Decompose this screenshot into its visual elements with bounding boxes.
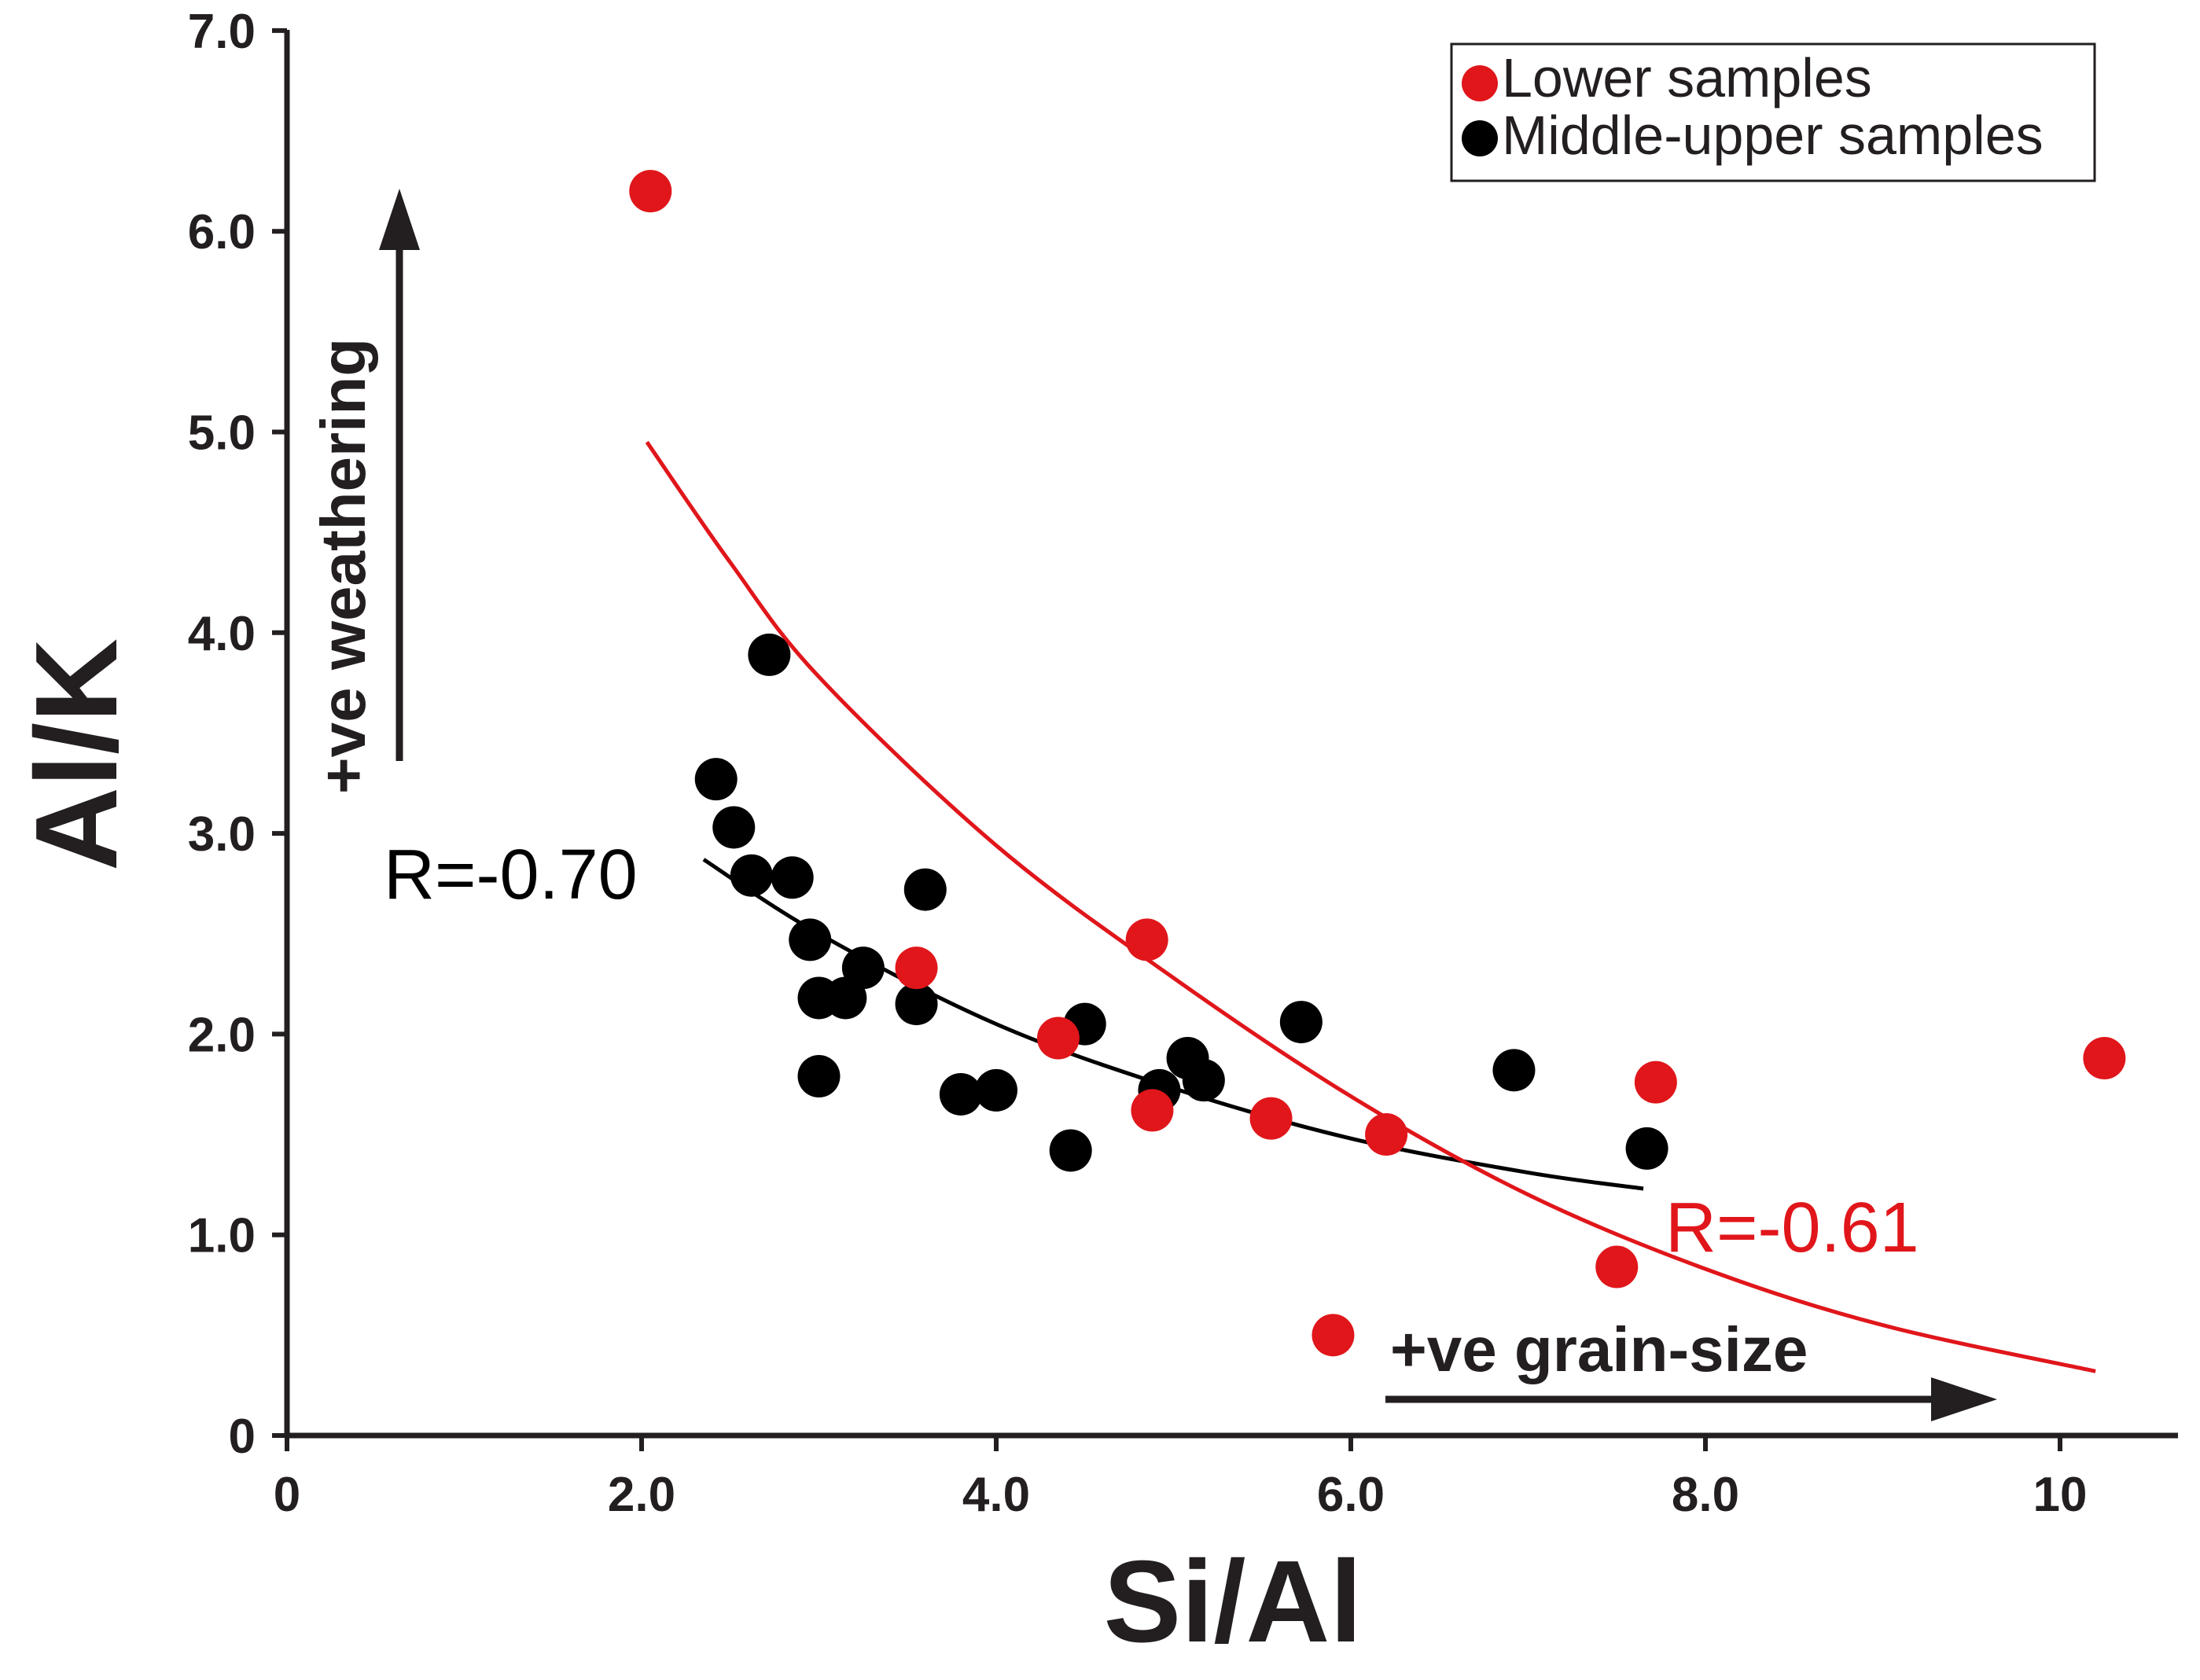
x-tick-label: 8.0	[1672, 1468, 1739, 1522]
x-tick-label: 2.0	[608, 1468, 675, 1522]
data-point-lower	[629, 170, 672, 213]
data-point-lower	[1365, 1113, 1408, 1156]
y-tick-label: 5.0	[188, 406, 256, 461]
fit-curve-lower	[645, 440, 2096, 1373]
data-point-middle-upper	[789, 918, 832, 961]
data-point-middle-upper	[771, 856, 814, 899]
data-point-lower	[1312, 1314, 1355, 1357]
data-point-middle-upper	[748, 633, 791, 676]
x-tick-label: 0	[274, 1468, 300, 1522]
grain-size-label: +ve grain-size	[1390, 1314, 1808, 1384]
weathering-label: +ve weathering	[308, 338, 378, 794]
data-point-middle-upper	[1625, 1127, 1668, 1170]
data-point-middle-upper	[975, 1068, 1017, 1112]
data-point-middle-upper	[1492, 1049, 1536, 1092]
legend-marker-middle-upper	[1462, 120, 1498, 156]
data-point-lower	[1634, 1061, 1677, 1104]
data-point-middle-upper	[895, 983, 938, 1026]
x-tick-label: 10	[2033, 1468, 2088, 1522]
y-tick-label: 1.0	[188, 1209, 256, 1263]
data-points	[629, 170, 2126, 1357]
legend-label-middle-upper: Middle-upper samples	[1502, 105, 2044, 166]
legend-marker-lower	[1462, 65, 1498, 101]
legend-box	[1450, 42, 2096, 182]
y-axis-title: Al/K	[12, 638, 142, 871]
fit-curve-middle-upper	[702, 858, 1644, 1191]
x-tick-label: 6.0	[1317, 1468, 1385, 1522]
data-point-lower	[1595, 1245, 1639, 1288]
y-tick-label: 7.0	[188, 5, 256, 59]
data-point-lower	[1036, 1016, 1080, 1060]
data-point-middle-upper	[694, 758, 738, 801]
weathering-arrow-head	[379, 189, 420, 250]
data-point-middle-upper	[730, 854, 773, 897]
data-point-middle-upper	[939, 1072, 982, 1116]
data-point-middle-upper	[1279, 1001, 1323, 1044]
y-axis-ticks: 0 1.0 2.0 3.0 4.0 5.0 6.0 7.0	[188, 5, 287, 1464]
y-tick-label: 6.0	[188, 205, 256, 259]
grain-size-arrow-head	[1931, 1377, 1997, 1421]
data-point-lower	[2083, 1037, 2126, 1080]
x-axis-ticks: 0 2.0 4.0 6.0 8.0 10	[274, 1436, 2088, 1522]
data-point-middle-upper	[712, 806, 756, 849]
data-point-middle-upper	[1049, 1129, 1092, 1172]
x-axis-title: Si/Al	[1104, 1537, 1363, 1667]
data-point-lower	[1249, 1097, 1293, 1140]
fit-label-middle-upper: R=-0.70	[384, 836, 638, 914]
data-point-lower	[1125, 918, 1168, 961]
y-tick-label: 2.0	[188, 1008, 256, 1062]
legend: Lower samples Middle-upper samples	[1450, 42, 2096, 182]
data-point-lower	[1131, 1089, 1174, 1132]
fit-label-lower: R=-0.61	[1665, 1189, 1919, 1267]
y-tick-label: 0	[229, 1410, 256, 1464]
data-point-lower	[895, 947, 938, 990]
x-tick-label: 4.0	[962, 1468, 1030, 1522]
data-point-middle-upper	[903, 868, 947, 911]
y-tick-label: 4.0	[188, 607, 256, 661]
y-tick-label: 3.0	[188, 807, 256, 862]
data-point-middle-upper	[1182, 1059, 1225, 1102]
data-point-middle-upper	[797, 1055, 841, 1098]
legend-label-lower: Lower samples	[1502, 47, 1872, 108]
data-point-middle-upper	[824, 976, 867, 1020]
